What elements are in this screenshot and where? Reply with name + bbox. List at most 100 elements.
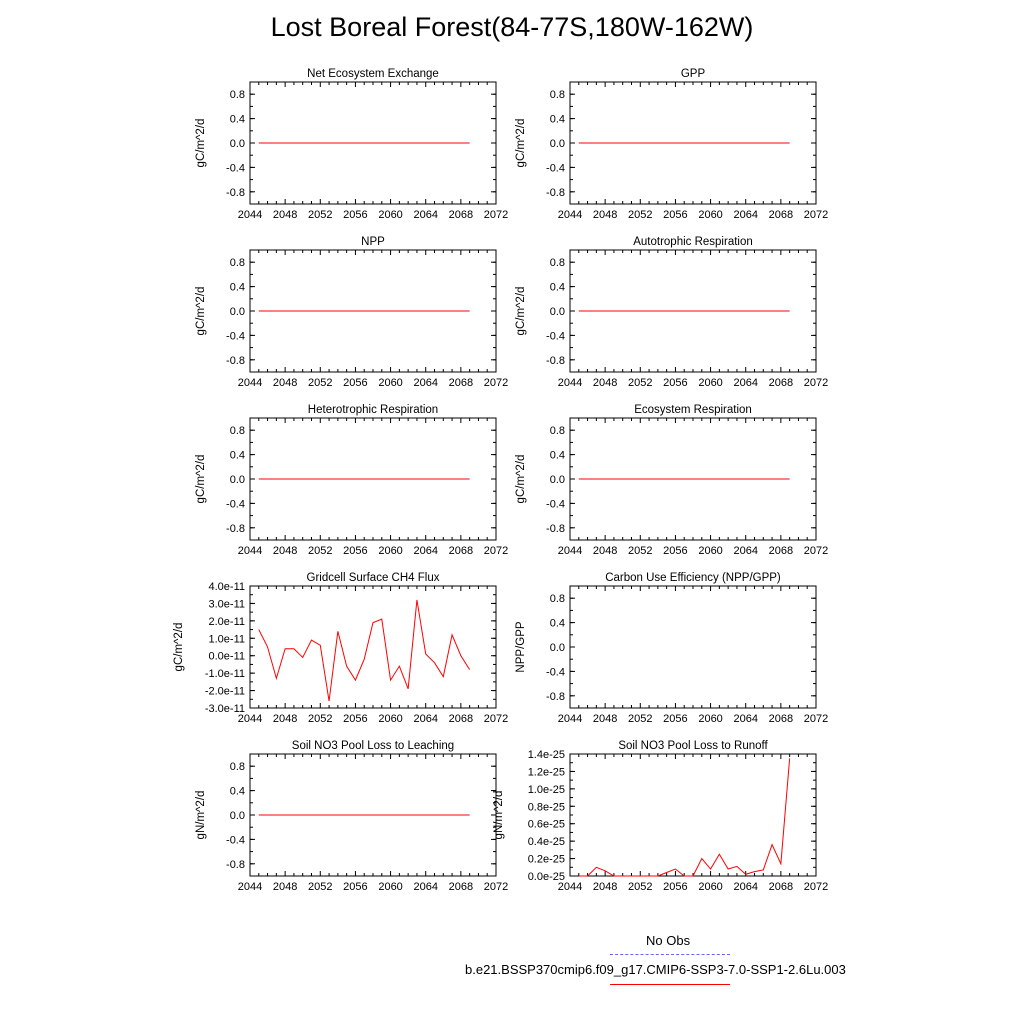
y-tick-label: -3.0e-11 xyxy=(205,703,245,715)
x-tick-label: 2072 xyxy=(804,545,828,557)
x-tick-label: 2044 xyxy=(238,209,262,221)
x-tick-label: 2052 xyxy=(628,377,652,389)
y-tick-label: -1.0e-11 xyxy=(205,668,245,680)
x-tick-label: 2060 xyxy=(378,377,402,389)
y-axis-label: gC/m^2/d xyxy=(195,119,207,168)
x-tick-label: 2060 xyxy=(378,881,402,893)
x-tick-label: 2060 xyxy=(698,881,722,893)
y-tick-label: 0.8 xyxy=(230,257,245,269)
x-tick-label: 2072 xyxy=(804,377,828,389)
x-tick-label: 2052 xyxy=(308,209,332,221)
chart-title: Net Ecosystem Exchange xyxy=(307,68,439,80)
y-tick-label: 0.8 xyxy=(230,89,245,101)
y-axis-label: gC/m^2/d xyxy=(515,455,527,504)
y-axis-label: gN/m^2/d xyxy=(195,791,207,840)
x-tick-label: 2072 xyxy=(484,377,508,389)
x-tick-label: 2068 xyxy=(449,713,473,725)
chart-title: Heterotrophic Respiration xyxy=(308,404,438,416)
y-tick-label: 0.4 xyxy=(550,450,565,462)
x-tick-label: 2064 xyxy=(413,545,437,557)
x-tick-label: 2068 xyxy=(769,209,793,221)
x-tick-label: 2044 xyxy=(558,881,582,893)
y-tick-label: 0.0e-11 xyxy=(209,651,246,663)
x-tick-label: 2044 xyxy=(558,209,582,221)
y-tick-label: 0.0 xyxy=(550,138,565,150)
x-tick-label: 2064 xyxy=(413,881,437,893)
y-tick-label: -0.4 xyxy=(226,498,245,510)
y-tick-label: 0.0 xyxy=(550,642,565,654)
chart-panel-3: Autotrophic Respiration gC/m^2/d 2044 2048 2… xyxy=(515,236,828,389)
y-tick-label: -0.8 xyxy=(546,523,565,535)
y-axis-label: gC/m^2/d xyxy=(515,119,527,168)
x-tick-label: 2052 xyxy=(308,545,332,557)
x-tick-label: 2044 xyxy=(238,545,262,557)
y-tick-label: 4.0e-11 xyxy=(209,581,246,593)
x-tick-label: 2052 xyxy=(628,881,652,893)
x-tick-label: 2072 xyxy=(484,545,508,557)
y-tick-label: -0.8 xyxy=(546,691,565,703)
chart-title: GPP xyxy=(681,68,706,80)
page-title: Lost Boreal Forest(84-77S,180W-162W) xyxy=(270,12,754,42)
x-tick-label: 2052 xyxy=(628,545,652,557)
y-tick-label: -0.4 xyxy=(226,162,245,174)
x-tick-label: 2064 xyxy=(733,545,757,557)
x-tick-label: 2064 xyxy=(733,713,757,725)
x-tick-label: 2048 xyxy=(593,545,617,557)
y-axis-label: gC/m^2/d xyxy=(515,287,527,336)
x-tick-label: 2052 xyxy=(308,377,332,389)
x-tick-label: 2048 xyxy=(273,377,297,389)
y-tick-label: 0.0 xyxy=(230,138,245,150)
y-tick-label: 0.4 xyxy=(550,282,565,294)
x-tick-label: 2068 xyxy=(449,209,473,221)
y-tick-label: 0.8 xyxy=(230,761,245,773)
y-tick-label: 0.4 xyxy=(230,114,245,126)
y-axis-label: gC/m^2/d xyxy=(173,623,185,672)
y-tick-label: 0.8 xyxy=(550,257,565,269)
y-tick-label: 0.0 xyxy=(550,306,565,318)
y-tick-label: -0.8 xyxy=(226,355,245,367)
x-tick-label: 2048 xyxy=(273,545,297,557)
plot-frame xyxy=(249,585,497,709)
x-tick-label: 2064 xyxy=(733,881,757,893)
x-tick-label: 2060 xyxy=(378,545,402,557)
x-tick-label: 2052 xyxy=(628,209,652,221)
y-tick-label: 0.8 xyxy=(230,425,245,437)
x-tick-label: 2072 xyxy=(804,713,828,725)
y-tick-label: -0.8 xyxy=(546,187,565,199)
y-tick-label: 0.4 xyxy=(230,282,245,294)
y-axis-label: gC/m^2/d xyxy=(195,287,207,336)
x-tick-label: 2068 xyxy=(769,713,793,725)
y-tick-label: 0.4 xyxy=(230,786,245,798)
x-tick-label: 2072 xyxy=(484,209,508,221)
x-tick-label: 2072 xyxy=(484,713,508,725)
x-tick-label: 2048 xyxy=(273,881,297,893)
x-tick-label: 2048 xyxy=(593,209,617,221)
chart-panel-5: Ecosystem Respiration gC/m^2/d 2044 2048 205… xyxy=(515,404,828,557)
x-tick-label: 2048 xyxy=(593,377,617,389)
chart-panel-8: Soil NO3 Pool Loss to Leaching gN/m^2/d 20… xyxy=(195,740,508,893)
y-tick-label: 0.6e-25 xyxy=(528,819,565,831)
x-tick-label: 2044 xyxy=(558,377,582,389)
chart-panel-0: Net Ecosystem Exchange gC/m^2/d 2044 2048 20… xyxy=(195,68,508,221)
y-tick-label: -0.4 xyxy=(546,666,565,678)
x-tick-label: 2060 xyxy=(698,209,722,221)
y-tick-label: 0.4 xyxy=(550,618,565,630)
x-tick-label: 2056 xyxy=(343,881,367,893)
y-tick-label: 1.2e-25 xyxy=(528,766,565,778)
x-tick-label: 2064 xyxy=(733,377,757,389)
y-tick-label: 1.4e-25 xyxy=(528,749,565,761)
y-tick-label: 0.4 xyxy=(550,114,565,126)
y-tick-label: 2.0e-11 xyxy=(209,616,246,628)
chart-panel-7: Carbon Use Efficiency (NPP/GPP) NPP/GPP 20… xyxy=(515,572,828,725)
x-tick-label: 2044 xyxy=(238,713,262,725)
y-tick-label: 0.0 xyxy=(550,474,565,486)
x-tick-label: 2072 xyxy=(804,881,828,893)
x-tick-label: 2072 xyxy=(804,209,828,221)
x-tick-label: 2072 xyxy=(484,881,508,893)
x-tick-label: 2060 xyxy=(378,713,402,725)
y-tick-label: -2.0e-11 xyxy=(205,686,245,698)
y-axis-label: NPP/GPP xyxy=(515,621,527,672)
series-line xyxy=(258,599,471,702)
x-tick-label: 2068 xyxy=(769,377,793,389)
